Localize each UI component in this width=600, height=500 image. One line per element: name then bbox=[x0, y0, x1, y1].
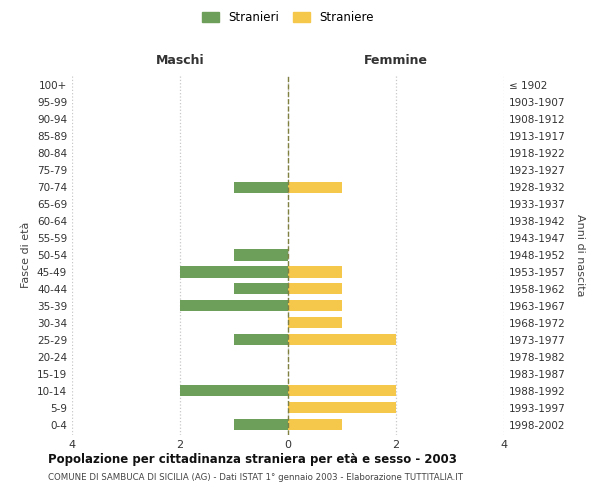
Bar bbox=[234, 284, 288, 294]
Bar bbox=[288, 182, 342, 192]
Bar bbox=[288, 386, 396, 396]
Bar bbox=[288, 266, 342, 278]
Bar bbox=[180, 300, 288, 312]
Y-axis label: Fasce di età: Fasce di età bbox=[22, 222, 31, 288]
Bar bbox=[288, 284, 342, 294]
Bar bbox=[234, 250, 288, 260]
Text: Popolazione per cittadinanza straniera per età e sesso - 2003: Popolazione per cittadinanza straniera p… bbox=[48, 452, 457, 466]
Bar bbox=[288, 402, 396, 413]
Text: Femmine: Femmine bbox=[364, 54, 428, 66]
Bar bbox=[234, 334, 288, 345]
Bar bbox=[288, 300, 342, 312]
Bar bbox=[234, 182, 288, 192]
Y-axis label: Anni di nascita: Anni di nascita bbox=[575, 214, 585, 296]
Bar bbox=[288, 334, 396, 345]
Text: Maschi: Maschi bbox=[155, 54, 205, 66]
Legend: Stranieri, Straniere: Stranieri, Straniere bbox=[202, 11, 374, 24]
Bar bbox=[180, 266, 288, 278]
Text: COMUNE DI SAMBUCA DI SICILIA (AG) - Dati ISTAT 1° gennaio 2003 - Elaborazione TU: COMUNE DI SAMBUCA DI SICILIA (AG) - Dati… bbox=[48, 472, 463, 482]
Bar bbox=[234, 420, 288, 430]
Bar bbox=[288, 420, 342, 430]
Bar bbox=[288, 318, 342, 328]
Bar bbox=[180, 386, 288, 396]
